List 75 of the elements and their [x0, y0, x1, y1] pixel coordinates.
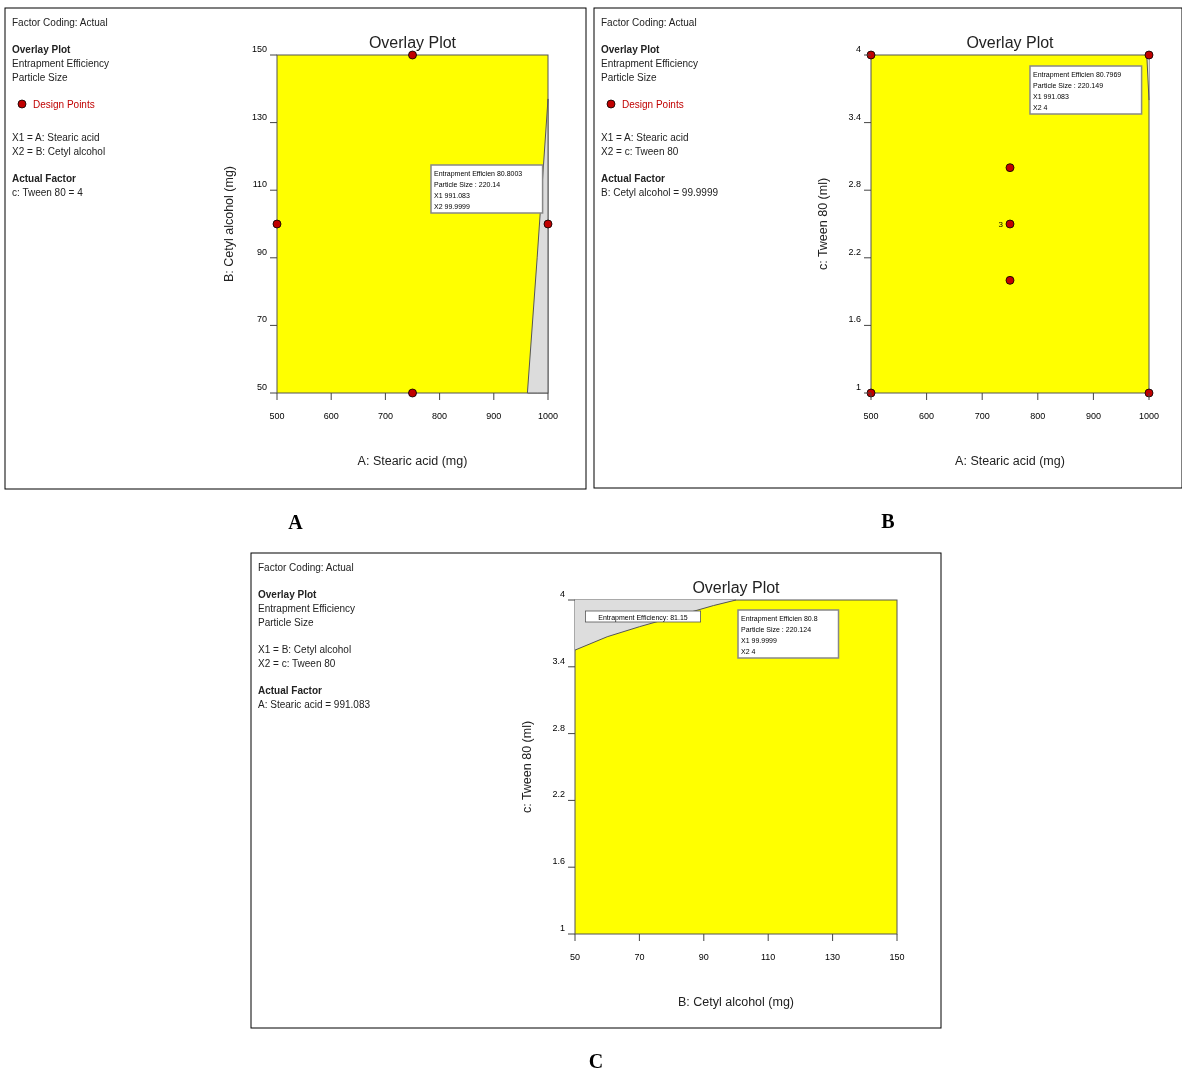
x-tick-label: 500	[269, 411, 285, 421]
text: Entrapment Efficiency	[12, 58, 110, 69]
text: B: Cetyl alcohol = 99.9999	[601, 187, 719, 198]
x-tick-label: 700	[974, 411, 990, 421]
x-tick-label: 600	[919, 411, 935, 421]
y-tick-label: 150	[251, 44, 267, 54]
x-tick-label: 70	[634, 952, 645, 962]
x-tick-label: 700	[377, 411, 393, 421]
y-axis-title: c: Tween 80 (ml)	[816, 177, 830, 271]
y-tick-label: 1	[855, 382, 861, 392]
text: X1 = A: Stearic acid	[12, 132, 100, 143]
x-axis-title: B: Cetyl alcohol (mg)	[677, 995, 795, 1009]
text: Entrapment Efficiency	[601, 58, 699, 69]
text: Overlay Plot	[258, 589, 318, 600]
y-tick-label: 2.2	[848, 246, 861, 257]
y-tick-label: 1.6	[552, 856, 565, 867]
y-tick-label: 4	[855, 44, 861, 54]
x-tick-label: 600	[323, 411, 339, 421]
legend-label: Design Points	[622, 99, 684, 110]
y-tick-label: 4	[559, 589, 565, 599]
x-tick-label: 500	[863, 411, 879, 421]
x-tick-label: 1000	[1138, 411, 1160, 421]
chart-title: Overlay Plot	[966, 34, 1055, 51]
y-tick-label: 130	[251, 111, 267, 122]
y-tick-label: 110	[252, 179, 267, 190]
x-tick-label: 130	[825, 952, 841, 962]
chart-title: Overlay Plot	[692, 579, 781, 596]
x-axis-title: A: Stearic acid (mg)	[955, 454, 1065, 468]
text: Factor Coding: Actual	[12, 17, 108, 28]
y-tick-label: 1	[559, 923, 565, 933]
x-tick-label: 800	[432, 411, 448, 421]
text: c: Tween 80 = 4	[12, 187, 84, 198]
x-tick-label: 50	[569, 952, 581, 962]
text: Particle Size	[12, 72, 69, 83]
x-tick-label: 150	[889, 952, 905, 962]
text: Actual Factor	[601, 173, 666, 184]
text: Overlay Plot	[12, 44, 72, 55]
y-tick-label: 3.4	[848, 111, 861, 122]
y-tick-label: 70	[256, 314, 267, 325]
text: X2 = c: Tween 80	[601, 146, 679, 157]
text: Actual Factor	[258, 685, 323, 696]
x-tick-label: 110	[761, 952, 776, 962]
y-tick-label: 2.8	[848, 179, 861, 190]
x-tick-label: 900	[486, 411, 502, 421]
text: Factor Coding: Actual	[258, 562, 354, 573]
text: A: Stearic acid = 991.083	[258, 699, 371, 710]
text: A	[288, 511, 304, 533]
x-tick-label: 90	[698, 952, 709, 962]
text: X1 = A: Stearic acid	[601, 132, 689, 143]
x-axis-title: A: Stearic acid (mg)	[357, 454, 468, 468]
x-tick-label: 1000	[537, 411, 559, 421]
text: Particle Size	[258, 617, 315, 628]
text: Overlay Plot	[601, 44, 661, 55]
text: C	[588, 1050, 604, 1070]
y-axis-title: c: Tween 80 (ml)	[520, 720, 534, 814]
y-tick-label: 2.2	[552, 789, 565, 800]
x-tick-label: 900	[1085, 411, 1101, 421]
text: X2 = c: Tween 80	[258, 658, 336, 669]
text: Entrapment Efficiency	[258, 603, 356, 614]
data-label: 3	[998, 220, 1004, 229]
text: B	[881, 510, 895, 532]
y-tick-label: 90	[256, 246, 267, 257]
y-axis-title: B: Cetyl alcohol (mg)	[222, 165, 236, 283]
y-tick-label: 1.6	[848, 314, 861, 325]
y-tick-label: 50	[256, 382, 267, 392]
y-tick-label: 3.4	[552, 655, 565, 666]
y-tick-label: 2.8	[552, 722, 565, 733]
text: Particle Size	[601, 72, 658, 83]
legend-label: Design Points	[33, 99, 95, 110]
text: Factor Coding: Actual	[601, 17, 697, 28]
text: Actual Factor	[12, 173, 77, 184]
text: X1 = B: Cetyl alcohol	[258, 644, 352, 655]
chart-title: Overlay Plot	[368, 34, 457, 51]
x-tick-label: 800	[1030, 411, 1046, 421]
text: X2 = B: Cetyl alcohol	[12, 146, 106, 157]
